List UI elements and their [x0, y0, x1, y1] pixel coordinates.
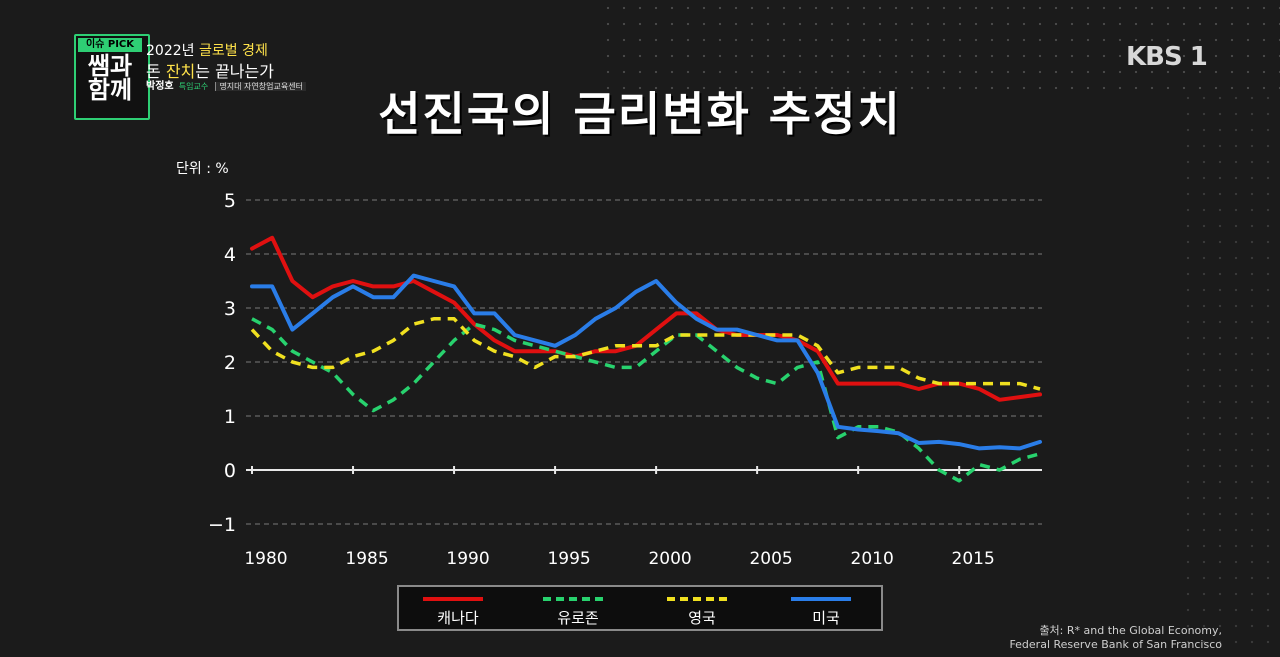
legend-item-uk: 영국 [657, 591, 757, 631]
legend-label-canada: 캐나다 [437, 609, 479, 627]
legend-item-usa: 미국 [781, 591, 881, 631]
show-title-line2: 함께 [87, 76, 133, 104]
speaker-name: 박정호 [146, 81, 174, 92]
headline-line1-part-a: 2022년 [146, 43, 199, 59]
legend-swatch-uk [667, 597, 727, 601]
unit-label: 단위 : % [176, 161, 229, 177]
issue-pick-badge: 이슈 PICK [78, 38, 142, 52]
legend: 캐나다 유로존 영국 미국 [397, 585, 883, 631]
headline-line2-part-b: 잔치 [165, 62, 196, 81]
y-tick-label: 5 [224, 190, 236, 212]
x-tick-label: 2000 [648, 549, 691, 569]
legend-item-eurozone: 유로존 [533, 591, 633, 631]
speaker-role: 특임교수 [178, 82, 209, 91]
x-tick-label: 1985 [345, 549, 388, 569]
series-line-3 [250, 273, 1042, 451]
y-tick-label: 2 [224, 352, 236, 374]
x-tick-label: 2005 [749, 549, 792, 569]
dot-pattern-top [600, 0, 1280, 90]
legend-label-eurozone: 유로존 [557, 609, 599, 627]
series-line-2 [250, 317, 1041, 391]
x-tick-label: 1995 [547, 549, 590, 569]
y-tick-label: 3 [224, 298, 236, 320]
y-tick-label: 0 [224, 460, 236, 482]
y-tick-label: 4 [224, 244, 236, 266]
speaker-caption: 박정호 특임교수 명지대 자연창업교육센터 [146, 80, 306, 94]
dot-pattern-right [1180, 90, 1280, 650]
legend-swatch-eurozone [543, 597, 603, 601]
legend-swatch-canada [423, 597, 483, 601]
x-tick-label: 2015 [952, 549, 995, 569]
source-line2: Federal Reserve Bank of San Francisco [1009, 638, 1222, 651]
headline-line1-part-b: 글로벌 경제 [198, 43, 268, 59]
series-line-1 [251, 317, 1041, 483]
headline-line2-part-c: 는 끝나는가 [195, 62, 274, 81]
legend-label-uk: 영국 [688, 609, 716, 627]
legend-swatch-usa [791, 597, 851, 601]
y-tick-label: 1 [224, 406, 236, 428]
source-note: 출처: R* and the Global Economy, Federal R… [1009, 624, 1222, 652]
y-tick-label: −1 [208, 514, 236, 536]
speaker-org: 명지대 자연창업교육센터 [215, 82, 306, 91]
source-line1: 출처: R* and the Global Economy, [1039, 624, 1222, 637]
x-tick-label: 2010 [851, 549, 894, 569]
kbs-logo: KBS 1 [1126, 42, 1208, 72]
show-title: 쌤과 함께 [78, 54, 142, 102]
legend-label-usa: 미국 [812, 609, 840, 627]
series-line-0 [250, 235, 1042, 402]
x-tick-label: 1990 [446, 549, 489, 569]
chart-title: 선진국의 금리변화 추정치 [378, 87, 902, 141]
headline-line1: 2022년 글로벌 경제 [146, 40, 268, 60]
x-tick-label: 1980 [244, 549, 287, 569]
headline-line2-part-a: 돈 [146, 62, 166, 81]
legend-item-canada: 캐나다 [413, 591, 513, 631]
show-title-line1: 쌤과 [87, 52, 133, 80]
headline-line2: 돈 잔치는 끝나는가 [146, 58, 274, 82]
